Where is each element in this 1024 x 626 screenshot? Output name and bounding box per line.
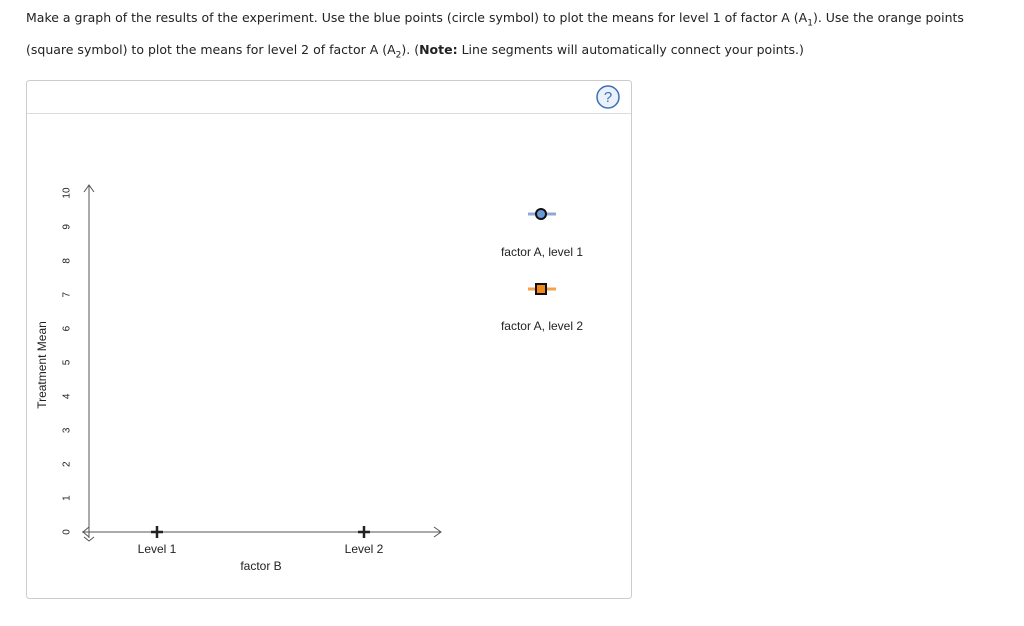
x-tick-label: Level 2 bbox=[345, 542, 384, 556]
y-tick-label: 2 bbox=[62, 461, 73, 467]
subscript: 1 bbox=[807, 18, 813, 29]
legend-label: factor A, level 1 bbox=[501, 245, 583, 259]
category-tick bbox=[151, 526, 163, 538]
y-tick-label: 1 bbox=[62, 495, 73, 501]
x-axis-label: factor B bbox=[240, 559, 281, 573]
instructions: Make a graph of the results of the exper… bbox=[26, 5, 1001, 68]
y-tick-label: 9 bbox=[62, 224, 73, 230]
help-icon[interactable]: ? bbox=[604, 89, 612, 106]
x-tick-label: Level 1 bbox=[138, 542, 177, 556]
subscript: 2 bbox=[395, 50, 402, 60]
y-tick-label: 4 bbox=[62, 393, 73, 399]
legend-item[interactable]: factor A, level 1 bbox=[501, 208, 583, 259]
y-tick-label: 5 bbox=[62, 359, 73, 365]
y-arrow bbox=[83, 184, 95, 193]
y-tick-label: 6 bbox=[62, 325, 73, 331]
text: Make a graph of the results of the exper… bbox=[26, 10, 808, 25]
panel bbox=[26, 80, 632, 599]
legend-item[interactable]: factor A, level 2 bbox=[501, 283, 583, 333]
x-arrow-left bbox=[82, 526, 90, 538]
help-circle[interactable] bbox=[596, 85, 620, 109]
x-arrow bbox=[433, 526, 442, 538]
note-label: Note: bbox=[419, 41, 458, 57]
text: ). ( bbox=[401, 41, 420, 57]
y-arrow-bottom bbox=[83, 536, 95, 542]
y-tick-label: 10 bbox=[62, 187, 73, 199]
plot-area[interactable] bbox=[89, 185, 439, 532]
y-tick-label: 3 bbox=[62, 427, 73, 433]
y-axis-label: Treatment Mean bbox=[35, 321, 49, 409]
legend-circle-marker[interactable] bbox=[535, 208, 547, 220]
text: ). Use the orange points (square symbol)… bbox=[26, 10, 964, 57]
y-tick-label: 0 bbox=[62, 529, 73, 535]
help-button[interactable]: ? bbox=[596, 85, 620, 109]
text: Line segments will automatically connect… bbox=[457, 41, 804, 57]
category-tick bbox=[358, 526, 370, 538]
legend-label: factor A, level 2 bbox=[501, 319, 583, 333]
y-tick-label: 7 bbox=[62, 291, 73, 297]
y-tick-label: 8 bbox=[62, 258, 73, 264]
legend-square-marker[interactable] bbox=[535, 283, 547, 295]
